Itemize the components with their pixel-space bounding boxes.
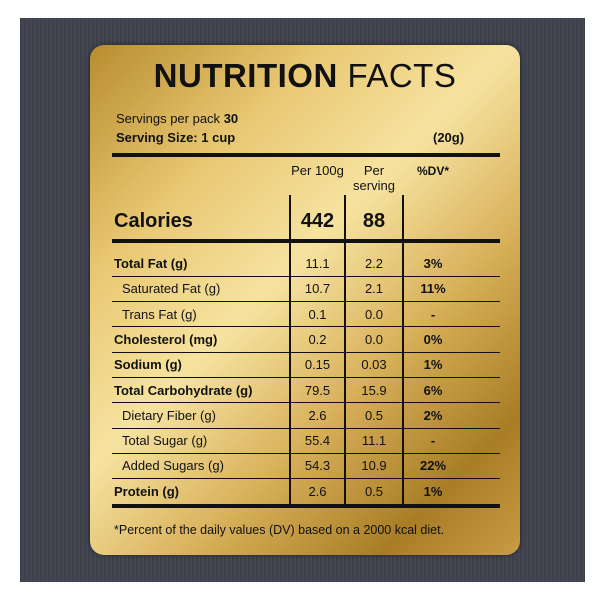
per-100g: 79.5 xyxy=(304,382,331,398)
daily-value: 1% xyxy=(423,357,443,373)
per-100g: 10.7 xyxy=(304,281,331,297)
servings-label: Servings per pack xyxy=(116,111,221,126)
daily-value: - xyxy=(430,306,436,322)
nutrient-name: Total Sugar (g) xyxy=(122,433,208,449)
title: NUTRITION FACTS xyxy=(90,57,520,95)
footnote: *Percent of the daily values (DV) based … xyxy=(114,523,445,537)
calories-100g: 442 xyxy=(300,210,335,232)
per-serving: 0.5 xyxy=(364,483,384,499)
column-rule xyxy=(289,195,291,505)
row-rule xyxy=(112,351,500,353)
rule xyxy=(112,153,500,157)
daily-value: 6% xyxy=(423,382,443,398)
per-serving: 0.0 xyxy=(364,306,384,322)
nutrient-name: Added Sugars (g) xyxy=(122,458,224,474)
row-rule xyxy=(112,377,500,378)
serving-size: Serving Size: 1 cup xyxy=(116,130,236,145)
per-100g: 54.3 xyxy=(304,458,331,474)
row-rule xyxy=(112,478,500,480)
per-serving: 0.0 xyxy=(364,331,384,347)
nutrient-name: Saturated Fat (g) xyxy=(122,281,221,297)
title-rest: FACTS xyxy=(347,57,457,94)
daily-value: 0% xyxy=(423,331,443,347)
serving-weight: (20g) xyxy=(433,130,465,145)
per-100g: 11.1 xyxy=(305,256,330,271)
per-100g: 2.6 xyxy=(308,407,327,423)
column-rule xyxy=(344,195,346,505)
daily-value: 11% xyxy=(420,281,446,297)
nutrient-name: Trans Fat (g) xyxy=(122,306,197,322)
daily-value: 1% xyxy=(423,483,443,499)
daily-value: - xyxy=(430,433,436,449)
per-serving: 10.9 xyxy=(361,458,387,474)
title-bold: NUTRITION xyxy=(153,57,338,94)
per-100g: 55.4 xyxy=(304,433,331,449)
per-100g: 2.6 xyxy=(308,483,327,499)
nutrition-label: NUTRITION FACTS Servings per pack 30 Ser… xyxy=(90,45,520,555)
nutrient-name: Cholesterol (mg) xyxy=(114,331,218,347)
nutrient-name: Protein (g) xyxy=(114,483,179,499)
row-rule xyxy=(112,402,500,404)
row-rule xyxy=(112,452,500,454)
col-header: Per 100g xyxy=(291,163,344,178)
servings: Servings per pack 30 xyxy=(116,111,238,126)
nutrient-name: Sodium (g) xyxy=(114,357,182,373)
daily-value: 22% xyxy=(419,458,447,474)
per-serving: 0.5 xyxy=(364,407,384,423)
nutrient-name: Dietary Fiber (g) xyxy=(122,407,216,423)
col-header: %DV* xyxy=(417,164,450,178)
row-rule xyxy=(112,427,500,429)
calories-serving: 88 xyxy=(362,210,386,232)
daily-value: 3% xyxy=(423,256,443,271)
row-rule xyxy=(112,275,500,277)
servings-value: 30 xyxy=(223,111,239,126)
per-serving: 11.1 xyxy=(361,433,387,449)
rule xyxy=(112,239,500,243)
per-serving: 15.9 xyxy=(361,382,387,398)
column-rule xyxy=(402,195,404,505)
per-100g: 0.15 xyxy=(304,357,331,373)
per-100g: 0.1 xyxy=(308,306,327,322)
daily-value: 2% xyxy=(423,407,443,423)
nutrient-name: Total Fat (g) xyxy=(114,256,188,271)
per-serving: 0.03 xyxy=(361,357,387,373)
row-rule xyxy=(112,301,500,303)
col-header: Per serving xyxy=(353,163,395,193)
per-serving: 2.1 xyxy=(364,281,384,297)
per-100g: 0.2 xyxy=(308,331,327,347)
per-serving: 2.2 xyxy=(364,256,384,271)
calories-label: Calories xyxy=(114,210,193,232)
rule xyxy=(112,504,500,508)
row-rule xyxy=(112,326,500,328)
nutrient-name: Total Carbohydrate (g) xyxy=(114,382,253,398)
